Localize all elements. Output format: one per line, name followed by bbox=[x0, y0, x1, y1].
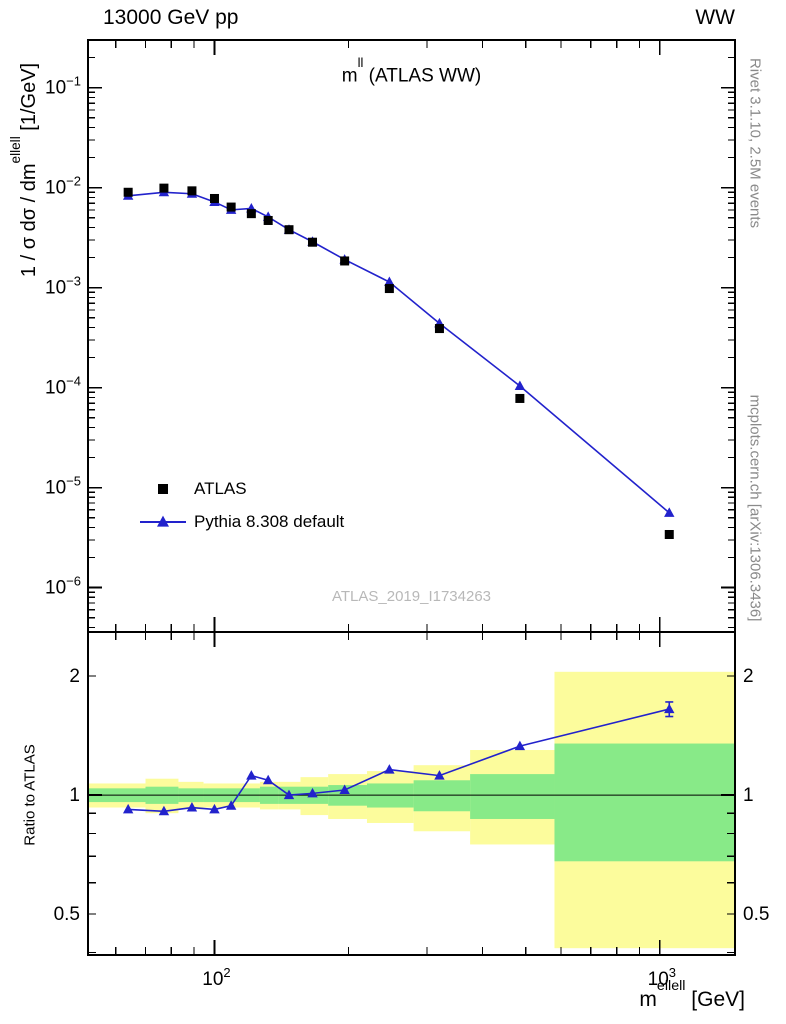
svg-text:1: 1 bbox=[69, 785, 80, 806]
legend-item-atlas: ATLAS bbox=[138, 472, 344, 505]
plot-title-superscript: ll bbox=[357, 54, 364, 70]
x-axis-label: mellell [GeV] bbox=[0, 978, 745, 1012]
svg-text:10−2: 10−2 bbox=[45, 174, 81, 199]
legend: ATLAS Pythia 8.308 default bbox=[138, 472, 344, 538]
svg-text:103: 103 bbox=[648, 965, 676, 990]
svg-text:0.5: 0.5 bbox=[54, 904, 80, 925]
legend-item-pythia: Pythia 8.308 default bbox=[138, 505, 344, 538]
square-marker-icon bbox=[138, 472, 188, 505]
svg-text:1: 1 bbox=[743, 785, 754, 806]
legend-label-atlas: ATLAS bbox=[194, 478, 247, 498]
svg-text:2: 2 bbox=[743, 666, 754, 687]
y-axis-label-ratio: Ratio to ATLAS bbox=[21, 744, 39, 846]
svg-text:10−3: 10−3 bbox=[45, 274, 81, 299]
svg-text:10−5: 10−5 bbox=[45, 474, 81, 499]
plot-title-rest: (ATLAS WW) bbox=[363, 65, 482, 87]
y-axis-label-main-post: [1/GeV] bbox=[17, 62, 40, 137]
x-axis-label-base: m bbox=[639, 988, 657, 1011]
svg-text:0.5: 0.5 bbox=[743, 904, 769, 925]
y-axis-label-main-sup: ellell bbox=[7, 136, 23, 164]
rivet-version-note: Rivet 3.1.10, 2.5M events bbox=[746, 57, 764, 229]
plot-title-base: m bbox=[341, 65, 358, 87]
svg-text:102: 102 bbox=[202, 965, 230, 990]
x-axis-label-sup: ellell bbox=[656, 978, 686, 995]
header-process: WW bbox=[695, 6, 735, 29]
line-triangle-marker-icon bbox=[138, 505, 188, 538]
y-axis-label-main-pre: 1 / σ dσ / dm bbox=[17, 163, 40, 278]
header-beam-energy: 13000 GeV pp bbox=[103, 6, 239, 29]
svg-text:10−1: 10−1 bbox=[45, 74, 81, 99]
mcplots-arxiv-note: mcplots.cern.ch [arXiv:1306.3436] bbox=[746, 394, 764, 622]
svg-text:10−6: 10−6 bbox=[45, 574, 81, 599]
legend-label-pythia: Pythia 8.308 default bbox=[194, 511, 345, 531]
svg-text:10−4: 10−4 bbox=[45, 374, 81, 399]
analysis-id-watermark: ATLAS_2019_I1734263 bbox=[331, 588, 492, 605]
y-axis-label-main: 1 / σ dσ / dmellell [1/GeV] bbox=[8, 62, 41, 278]
svg-text:2: 2 bbox=[69, 666, 80, 687]
x-axis-label-post: [GeV] bbox=[685, 988, 745, 1011]
plot-title: mll (ATLAS WW) bbox=[88, 55, 735, 87]
